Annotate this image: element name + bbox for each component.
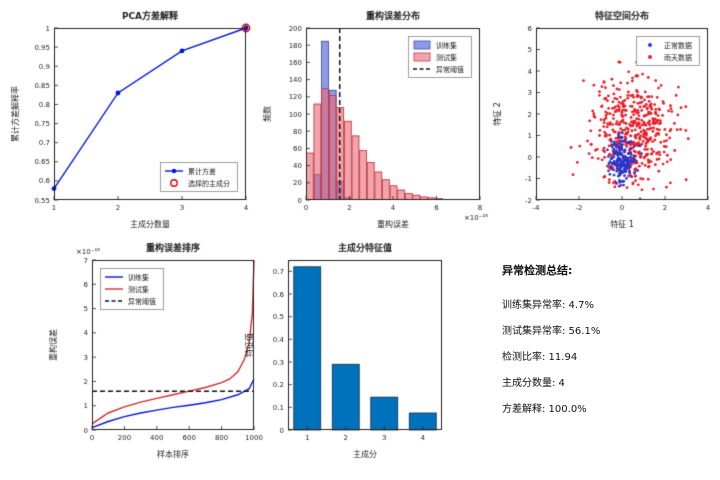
summary-line-num-components: 主成分数量: 4 <box>502 378 565 389</box>
summary-panel: 异常检测总结: 训练集异常率: 4.7% 测试集异常率: 56.1% 检测比率:… <box>502 262 716 426</box>
eigenvalue-bar-chart <box>242 238 452 464</box>
pca-variance-chart <box>8 6 256 234</box>
summary-line-train-anomaly-rate: 训练集异常率: 4.7% <box>502 300 594 311</box>
reconstruction-error-histogram <box>260 6 490 234</box>
summary-line-variance-explained: 方差解释: 100.0% <box>502 404 587 415</box>
summary-line-detection-ratio: 检测比率: 11.94 <box>502 352 578 363</box>
feature-space-scatter <box>490 6 718 234</box>
summary-line-test-anomaly-rate: 测试集异常率: 56.1% <box>502 326 601 337</box>
summary-title: 异常检测总结: <box>502 264 573 277</box>
sorted-error-chart <box>46 238 264 464</box>
